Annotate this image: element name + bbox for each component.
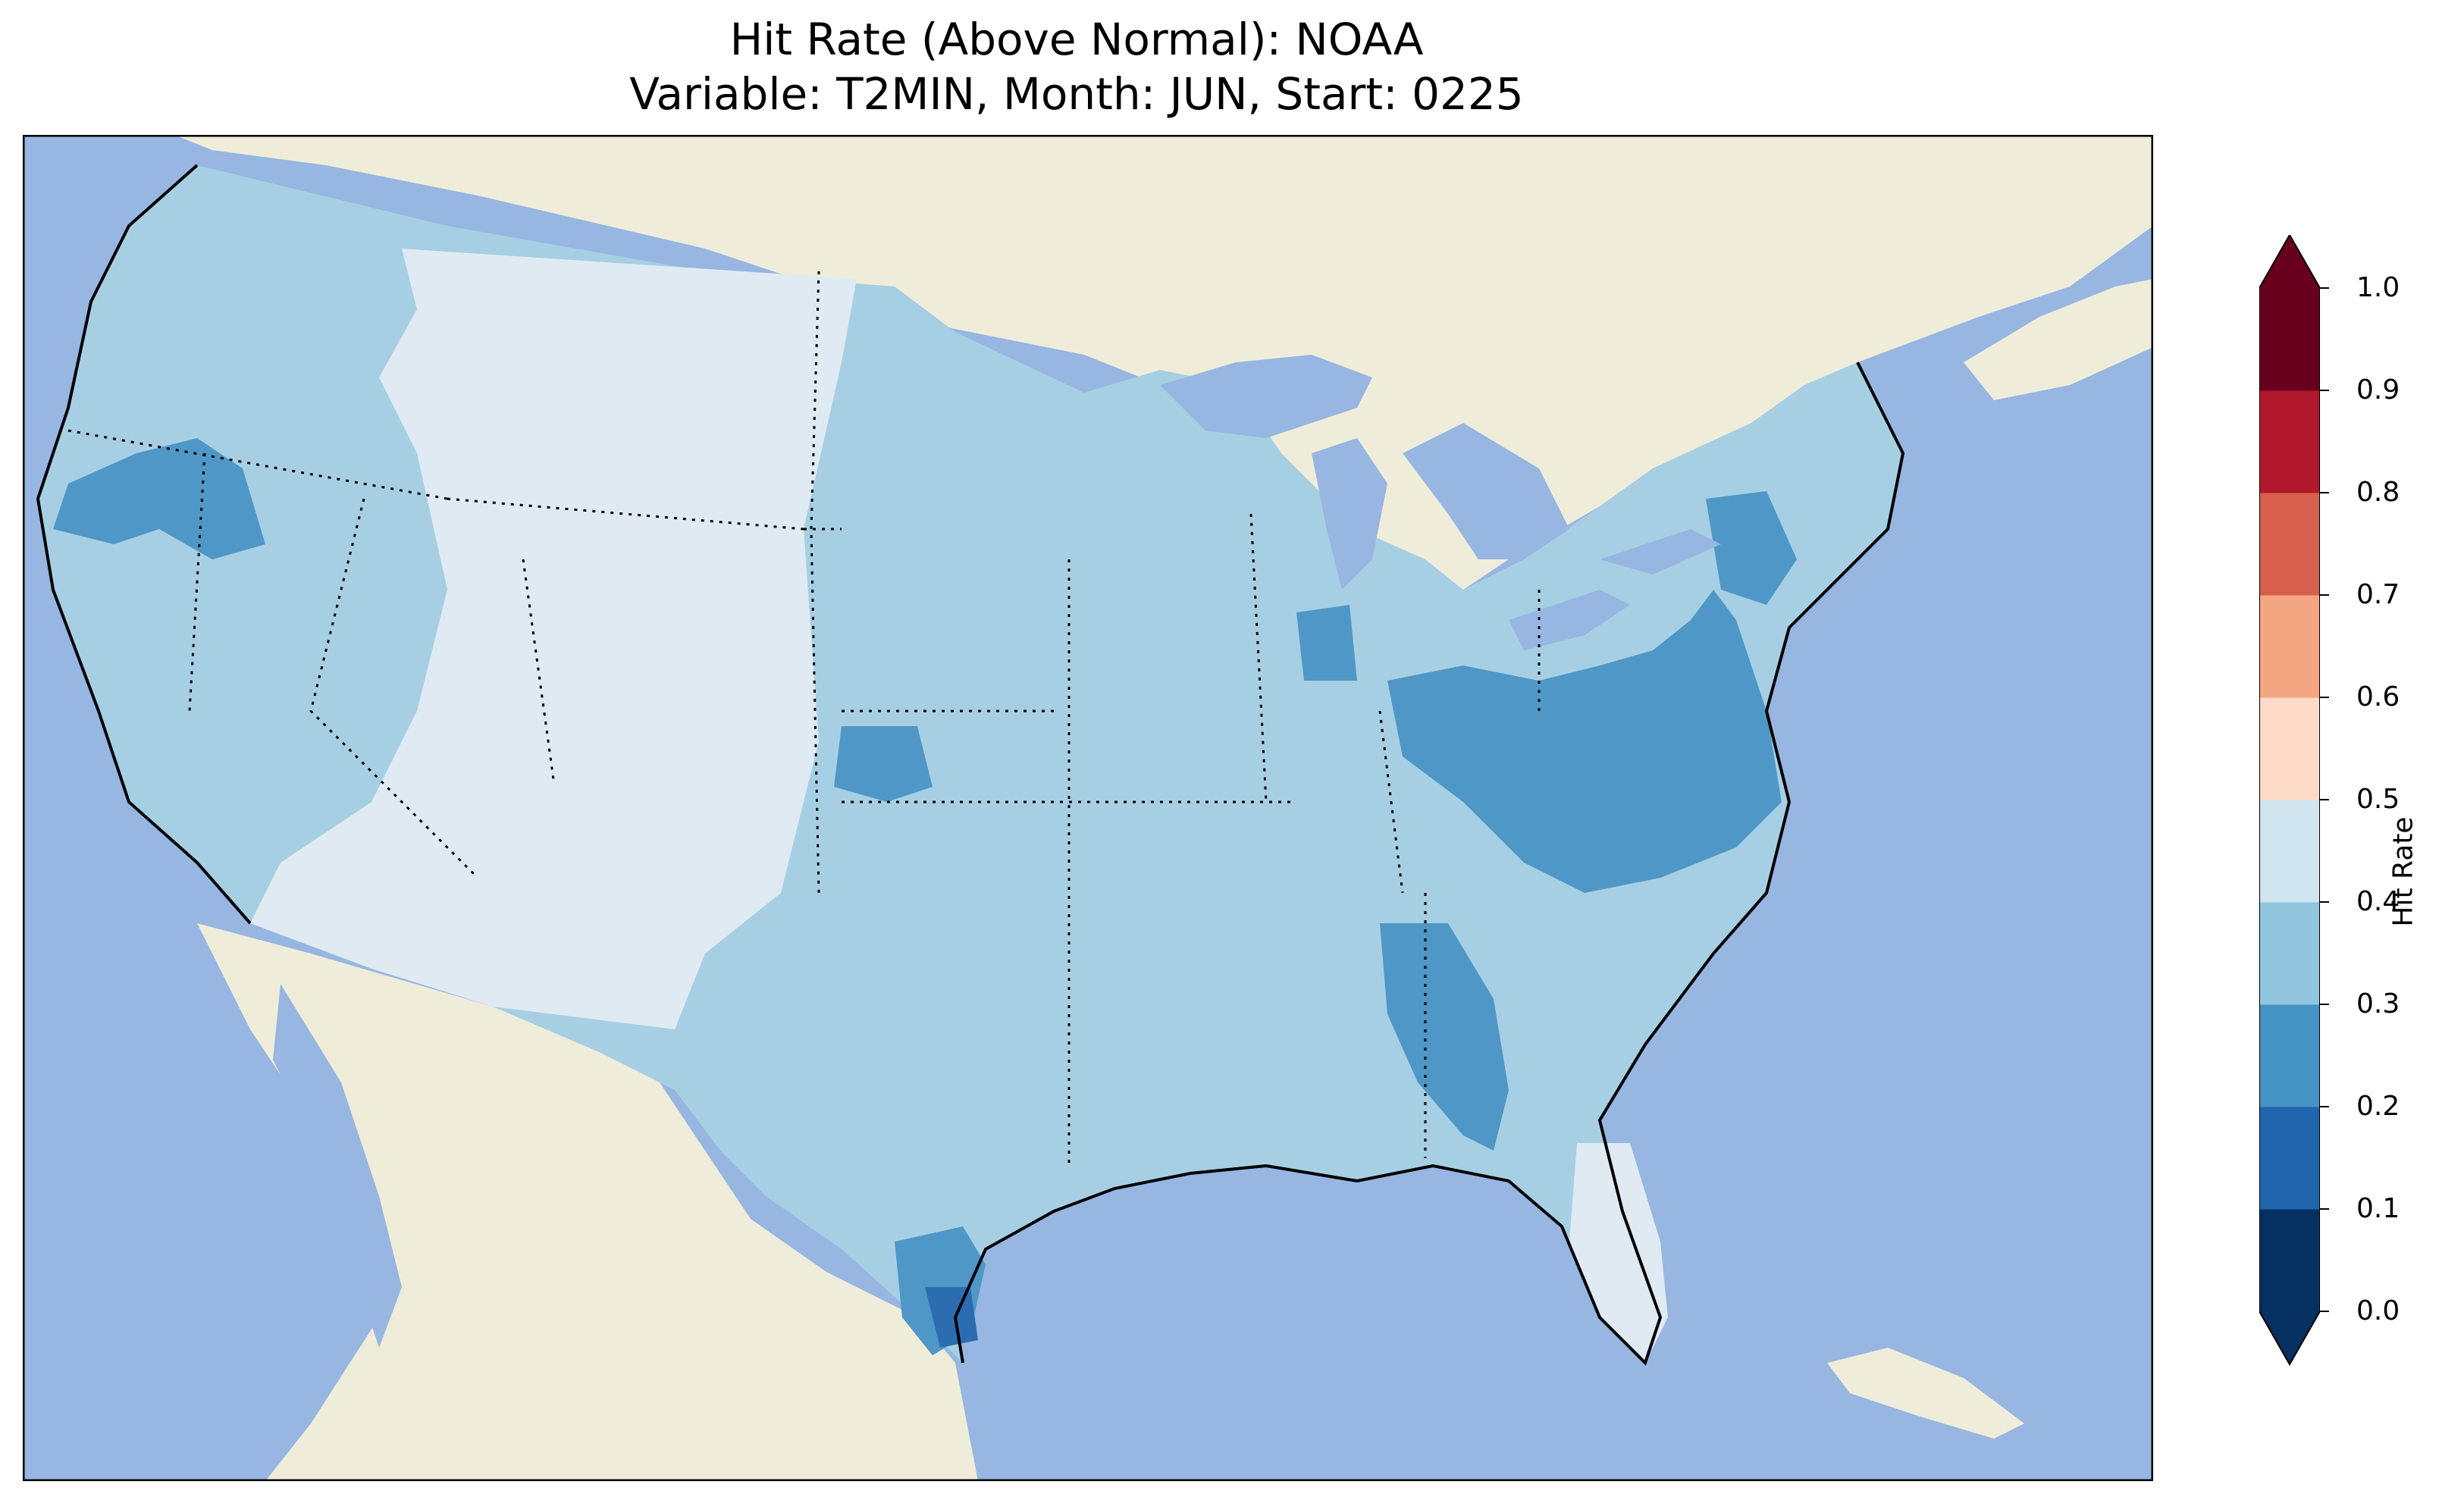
colorbar-tick-mark — [2320, 1311, 2329, 1312]
colorbar-bin — [2259, 1004, 2320, 1107]
rio-grande-patch — [925, 1287, 978, 1348]
colorbar-under-triangle — [2259, 1311, 2320, 1364]
colorbar-over-triangle — [2259, 235, 2320, 288]
colorbar-bin — [2259, 697, 2320, 800]
colorbar-bin — [2259, 800, 2320, 903]
colorbar-bin — [2259, 390, 2320, 493]
chart-subtitle: Variable: T2MIN, Month: JUN, Start: 0225 — [629, 68, 1524, 120]
colorbar-bin — [2259, 902, 2320, 1005]
florida-field — [1569, 1143, 1668, 1363]
map-panel — [23, 135, 2153, 1481]
colorbar-tick-label: 0.0 — [2356, 1295, 2400, 1326]
gulf-of-california — [273, 984, 402, 1348]
midwest-patch — [1296, 605, 1357, 681]
colorbar-tick-label: 0.7 — [2356, 579, 2400, 610]
cuba-land — [1827, 1348, 2024, 1439]
colorbar-tick-label: 0.8 — [2356, 477, 2400, 508]
colorbar-bin — [2259, 595, 2320, 698]
colorbar-tick-label: 1.0 — [2356, 272, 2400, 303]
colorbar-tick-label: 0.1 — [2356, 1193, 2400, 1224]
colorbar-tick-mark — [2320, 901, 2329, 903]
colorbar-tick-mark — [2320, 287, 2329, 289]
canada-land — [174, 135, 2153, 590]
map-frame — [23, 135, 2153, 1481]
colorbar-tick-mark — [2320, 1004, 2329, 1005]
colorbar-tick-label: 0.9 — [2356, 374, 2400, 406]
colorbar-tick-mark — [2320, 594, 2329, 596]
oregon-patch — [53, 438, 265, 559]
colorbar-tick-label: 0.6 — [2356, 681, 2400, 713]
colorbar-tick-mark — [2320, 697, 2329, 698]
colorbar-tick-mark — [2320, 1106, 2329, 1107]
colorbar-tick-mark — [2320, 390, 2329, 391]
colorbar-tick-mark — [2320, 799, 2329, 800]
colorbar-label: Hit Rate — [2387, 816, 2419, 927]
colorbar-tick-label: 0.4 — [2356, 886, 2400, 917]
colorbar-tick-mark — [2320, 1208, 2329, 1210]
chart-title: Hit Rate (Above Normal): NOAA — [729, 14, 1424, 65]
alabama-patch — [1380, 923, 1509, 1151]
state-borders — [67, 271, 1541, 1166]
colorbar-bin — [2259, 1209, 2320, 1312]
great-lakes — [1160, 355, 1721, 650]
colorbar — [2259, 235, 2320, 1367]
colorbar-bin — [2259, 1107, 2320, 1210]
ohio-valley-patch — [1387, 590, 1782, 893]
kansas-patch — [834, 726, 933, 802]
mexico-land — [197, 923, 978, 1481]
interior-west-field — [250, 249, 857, 1029]
colorbar-tick-label: 0.2 — [2356, 1091, 2400, 1122]
colorbar-bin — [2259, 493, 2320, 596]
nova-scotia-land — [1964, 279, 2153, 400]
colorbar-tick-label: 0.5 — [2356, 784, 2400, 815]
colorbar-tick-label: 0.3 — [2356, 988, 2400, 1019]
colorbar-tick-mark — [2320, 492, 2329, 493]
pennsylvania-patch — [1706, 491, 1797, 605]
coastline — [36, 164, 1905, 1366]
colorbar-bin — [2259, 288, 2320, 391]
